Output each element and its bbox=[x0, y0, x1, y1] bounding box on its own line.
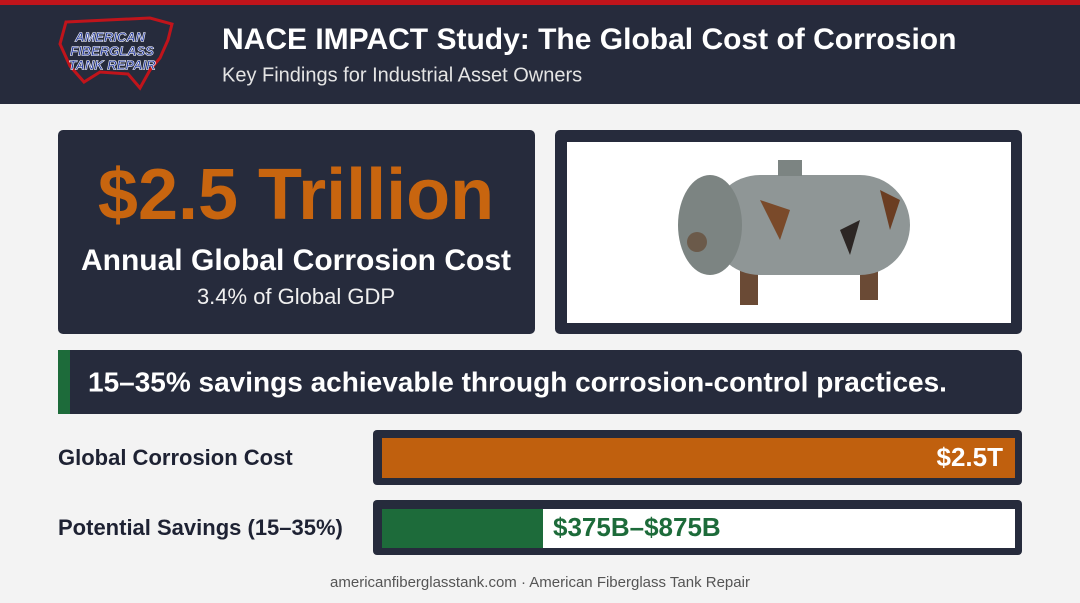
logo-text: TANK REPAIR bbox=[69, 57, 157, 72]
subtitle: Key Findings for Industrial Asset Owners bbox=[222, 64, 582, 86]
headline-label: Annual Global Corrosion Cost bbox=[81, 244, 511, 277]
bar-label: $375B–$875B bbox=[553, 512, 721, 542]
cost-bar bbox=[382, 438, 1015, 478]
logo-text: AMERICAN bbox=[74, 29, 146, 44]
headline-note: 3.4% of Global GDP bbox=[197, 284, 395, 309]
footer: americanfiberglasstank.com · American Fi… bbox=[330, 574, 750, 591]
bar-label: $2.5T bbox=[937, 442, 1004, 472]
row-label: Global Corrosion Cost bbox=[58, 445, 293, 470]
banner-text: 15–35% savings achievable through corros… bbox=[88, 366, 947, 397]
logo-map bbox=[58, 16, 174, 91]
savings-bar bbox=[382, 509, 543, 548]
headline-box bbox=[58, 130, 535, 334]
headline-value: $2.5 Trillion bbox=[98, 155, 494, 235]
title: NACE IMPACT Study: The Global Cost of Co… bbox=[222, 23, 956, 56]
header-stripe bbox=[0, 0, 1080, 5]
header-bar bbox=[0, 0, 1080, 104]
tank-image bbox=[678, 160, 910, 305]
banner bbox=[58, 350, 1022, 414]
logo-text: FIBERGLASS bbox=[70, 43, 154, 58]
row-label: Potential Savings (15–35%) bbox=[58, 515, 343, 540]
banner-accent bbox=[58, 350, 70, 414]
